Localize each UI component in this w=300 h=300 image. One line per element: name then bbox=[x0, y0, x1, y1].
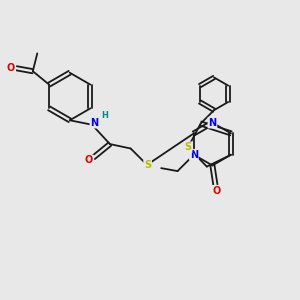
Text: N: N bbox=[190, 150, 198, 160]
Text: N: N bbox=[90, 118, 98, 128]
Text: S: S bbox=[144, 160, 151, 170]
Text: S: S bbox=[184, 142, 192, 152]
Text: H: H bbox=[101, 111, 108, 120]
Text: O: O bbox=[85, 155, 93, 165]
Text: O: O bbox=[7, 63, 15, 73]
Text: N: N bbox=[208, 118, 217, 128]
Text: O: O bbox=[213, 186, 221, 196]
